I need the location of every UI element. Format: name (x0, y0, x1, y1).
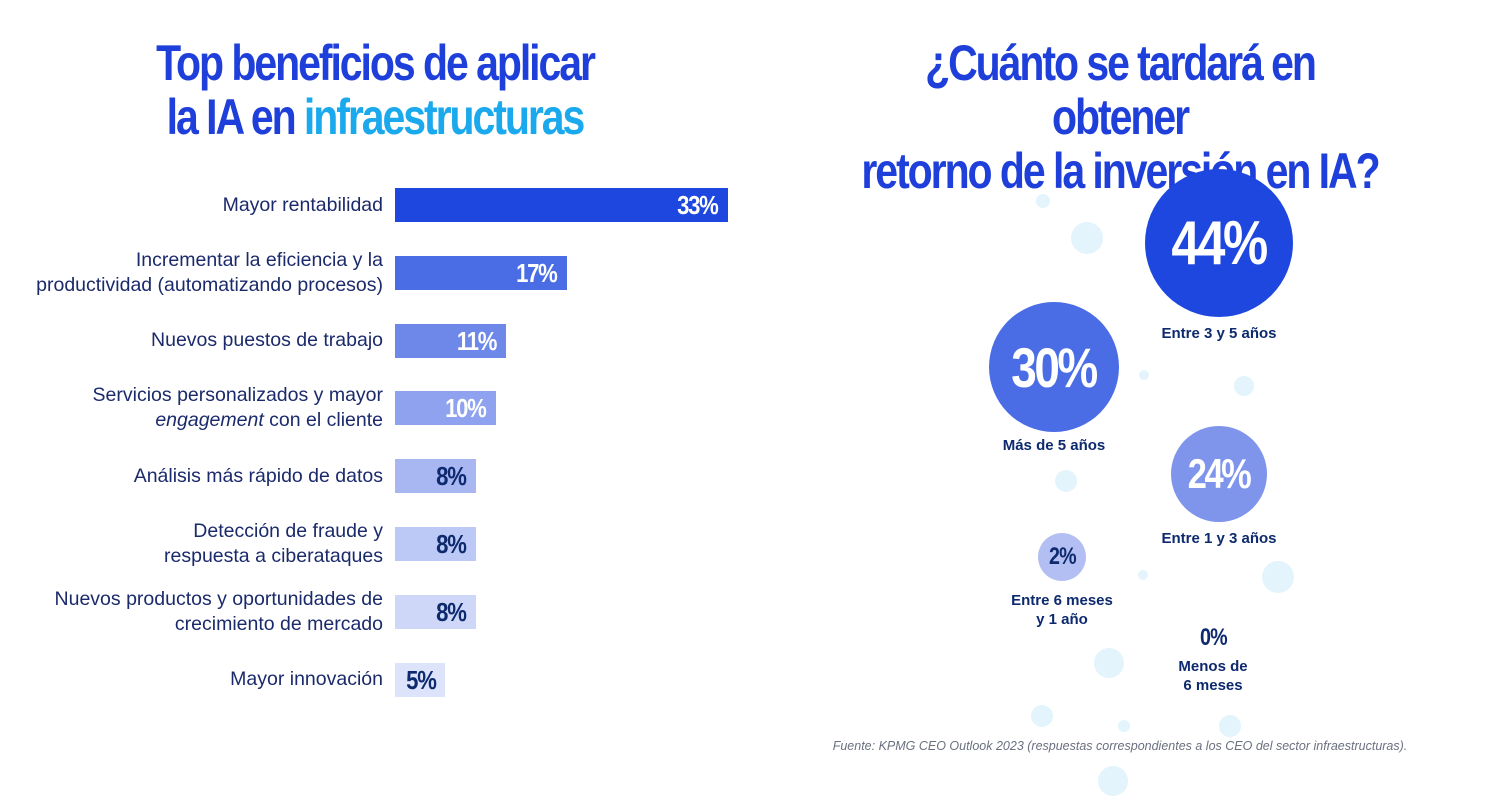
decorative-dot (1036, 194, 1050, 208)
bubble-caption: Menos de 6 meses (1113, 657, 1313, 695)
source-note: Fuente: KPMG CEO Outlook 2023 (respuesta… (832, 739, 1408, 753)
left-title-line2-prefix: la IA en (166, 89, 304, 145)
left-chart-title: Top beneficios de aplicar la IA en infra… (145, 36, 604, 144)
bar-label-line1: Nuevos productos y oportunidades de (54, 587, 383, 610)
bar-value-label: 8% (436, 529, 467, 559)
bubble-caption: Más de 5 años (954, 436, 1154, 455)
bar-label-line1: Mayor rentabilidad (222, 193, 383, 216)
decorative-dot (1055, 470, 1077, 492)
decorative-dot (1094, 648, 1124, 678)
bar-category-label: Nuevos productos y oportunidades de creci… (3, 587, 383, 637)
bar-label-line1: Servicios personalizados y mayor (92, 384, 383, 407)
bar: 8% (395, 594, 476, 629)
bubble-caption-line1: Más de 5 años (1002, 437, 1106, 454)
bar-label-line2: crecimiento de mercado (174, 612, 383, 635)
decorative-dot (1139, 370, 1149, 380)
bubble: 2% (1038, 533, 1086, 581)
bubble-caption-line1: Entre 1 y 3 años (1161, 530, 1277, 547)
bar-value-label: 10% (445, 393, 487, 424)
bar-category-label: Mayor rentabilidad (3, 193, 383, 218)
bubble: 0% (1197, 622, 1229, 654)
bar: 8% (395, 459, 476, 494)
bubble-caption: Entre 3 y 5 años (1119, 324, 1319, 343)
bubble-caption-line1: Entre 6 meses (1011, 592, 1113, 609)
left-title-highlight: infraestructuras (303, 89, 585, 145)
bubble: 44% (1145, 169, 1293, 317)
bubble-caption-line1: Entre 3 y 5 años (1161, 325, 1277, 342)
bar-category-label: Análisis más rápido de datos (3, 464, 383, 489)
decorative-dot (1262, 561, 1294, 593)
bubble-value-label: 30% (1011, 335, 1099, 399)
decorative-dot (1098, 766, 1128, 796)
bar-category-label: Detección de fraude y respuesta a ciberat… (3, 519, 383, 569)
bar: 10% (395, 391, 496, 426)
right-title-line1: ¿Cuánto se tardará en obtener (925, 35, 1317, 145)
bubble: 24% (1171, 426, 1267, 522)
bar-value-label: 8% (436, 596, 467, 627)
left-title-line1: Top beneficios de aplicar (156, 35, 596, 91)
decorative-dot (1118, 720, 1130, 732)
bar: 17% (395, 255, 567, 290)
bar-value-label: 17% (516, 257, 558, 288)
bubble-caption: Entre 6 meses y 1 año (962, 591, 1162, 629)
decorative-dot (1138, 570, 1148, 580)
bar-value-label: 8% (436, 461, 467, 492)
decorative-dot (1219, 715, 1241, 737)
right-chart-title: ¿Cuánto se tardará en obtener retorno de… (858, 36, 1383, 198)
bubble: 30% (989, 302, 1119, 432)
bar-category-label: Nuevos puestos de trabajo (3, 328, 383, 353)
bar-value-label: 11% (456, 325, 497, 356)
bar-category-label: Servicios personalizados y mayor engageme… (3, 383, 383, 433)
decorative-dot (1234, 376, 1254, 396)
bubble-value-label: 0% (1199, 624, 1228, 651)
bar-label-line1: Detección de fraude y (193, 520, 383, 542)
bubble-value-label: 2% (1048, 543, 1077, 570)
bubble-value-label: 44% (1171, 208, 1269, 278)
bubble-value-label: 24% (1188, 450, 1252, 497)
bar-label-line1: Nuevos puestos de trabajo (151, 329, 383, 352)
bubble-caption-line2: 6 meses (1183, 677, 1243, 694)
bar: 5% (395, 662, 446, 697)
bar: 11% (395, 323, 506, 358)
bar-label-line1: Mayor innovación (230, 668, 383, 691)
right-title-line2: retorno de la inversión en IA? (861, 143, 1380, 199)
bar-category-label: Incrementar la eficiencia y la productivi… (3, 248, 383, 298)
bar-category-label: Mayor innovación (3, 667, 383, 692)
bar-label-line2-italic: engagement (155, 409, 264, 432)
bar-label-line2-rest: con el cliente (263, 409, 383, 432)
bar-label-line1: Análisis más rápido de datos (133, 464, 383, 487)
decorative-dot (1031, 705, 1053, 727)
bubble-caption-line2: y 1 año (1036, 611, 1088, 628)
bar-label-line1: Incrementar la eficiencia y la (135, 248, 383, 271)
bar: 8% (395, 527, 476, 561)
decorative-dot (1071, 222, 1103, 254)
bar-label-line2: respuesta a ciberataques (164, 545, 383, 567)
bar-label-line2: productividad (automatizando procesos) (36, 273, 383, 296)
bubble-caption: Entre 1 y 3 años (1119, 529, 1319, 548)
bar-value-label: 33% (677, 190, 720, 220)
bar-value-label: 5% (406, 664, 437, 695)
bubble-caption-line1: Menos de (1178, 658, 1248, 675)
bar: 33% (395, 188, 728, 222)
